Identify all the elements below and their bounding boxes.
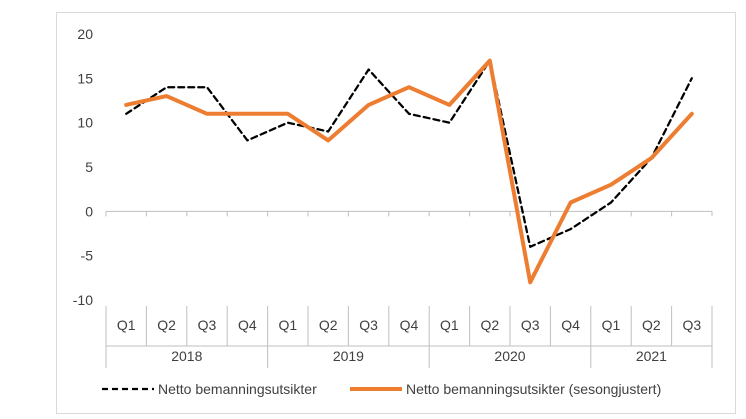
year-label: 2018 [171,348,202,364]
legend-label-sesongjustert: Netto bemanningsutsikter (sesongjustert) [406,381,661,397]
quarter-label: Q2 [157,317,176,333]
series-line-netto [125,59,693,248]
series-line-sesongjustert [124,58,694,285]
quarter-label: Q2 [642,317,661,333]
quarter-label: Q1 [602,317,621,333]
year-label: 2021 [636,348,667,364]
legend: Netto bemanningsutsikter Netto bemannings… [102,381,661,397]
quarter-label: Q3 [359,317,378,333]
quarter-label: Q1 [117,317,136,333]
quarter-label: Q3 [198,317,217,333]
quarter-label: Q3 [521,317,540,333]
y-tick-label: 5 [85,159,93,175]
quarter-label: Q2 [480,317,499,333]
y-tick-label: 0 [85,203,93,219]
y-tick-label: -5 [81,248,94,264]
chart-frame [56,12,736,414]
axes: -10 -5 0 5 10 15 20 Q1 Q2 Q3 Q4 Q1 Q2 Q3 Q4 Q1 Q2 Q3 Q4 Q1 Q… [73,26,713,368]
year-label: 2020 [494,348,525,364]
y-tick-label: 20 [77,26,93,42]
legend-label-netto: Netto bemanningsutsikter [158,381,317,397]
quarter-label: Q3 [682,317,701,333]
quarter-label: Q4 [238,317,257,333]
quarter-label: Q2 [319,317,338,333]
y-tick-label: 10 [77,115,93,131]
y-tick-label: -10 [73,292,93,308]
quarter-label: Q4 [561,317,580,333]
series-layer [124,58,694,285]
year-label: 2019 [333,348,364,364]
quarter-label: Q1 [440,317,459,333]
y-tick-label: 15 [77,70,93,86]
quarter-label: Q1 [278,317,297,333]
quarter-label: Q4 [400,317,419,333]
